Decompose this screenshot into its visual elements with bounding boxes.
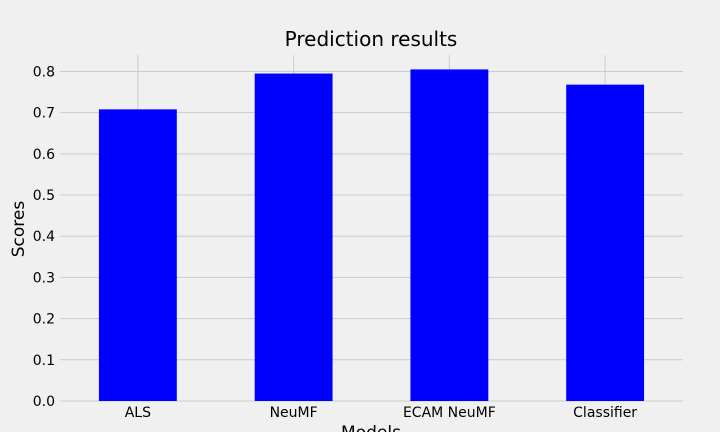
y-tick-label: 0.4	[33, 229, 55, 245]
y-tick-label: 0.2	[33, 312, 55, 328]
x-axis-label: Models	[341, 423, 401, 432]
bar-ecam-neumf	[410, 69, 489, 402]
bar-classifier	[566, 84, 645, 402]
x-tick-label: ECAM NeuMF	[403, 405, 496, 421]
y-tick-label: 0.1	[33, 353, 55, 369]
y-tick-label: 0.3	[33, 270, 55, 286]
x-tick-labels: ALS NeuMF ECAM NeuMF Classifier	[125, 405, 638, 421]
y-tick-labels: 0.0 0.1 0.2 0.3 0.4 0.5 0.6 0.7 0.8	[33, 64, 55, 410]
y-tick-label: 0.7	[33, 106, 55, 122]
y-tick-label: 0.8	[33, 64, 55, 80]
bar-neumf	[254, 73, 333, 402]
x-tick-label: Classifier	[573, 405, 637, 421]
y-tick-label: 0.5	[33, 188, 55, 204]
x-tick-label: ALS	[125, 405, 151, 421]
x-tick-label: NeuMF	[270, 405, 318, 421]
y-tick-label: 0.0	[33, 394, 55, 410]
y-axis-label: Scores	[9, 201, 29, 258]
bars	[98, 69, 645, 402]
y-tick-label: 0.6	[33, 147, 55, 163]
bar-als	[98, 109, 177, 401]
chart-title: Prediction results	[285, 27, 458, 51]
